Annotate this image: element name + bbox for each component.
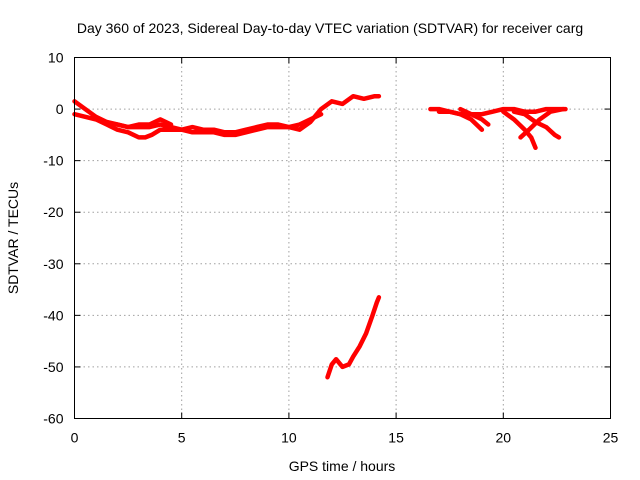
- x-tick-label: 0: [71, 430, 79, 446]
- data-series: [72, 93, 568, 380]
- series-line-trace-7: [458, 106, 491, 127]
- y-tick-label: -60: [43, 411, 63, 427]
- x-tick-label: 25: [603, 430, 619, 446]
- x-tick-labels: 0 5 10 15 20 25: [71, 430, 619, 446]
- y-tick-label: -40: [43, 307, 63, 323]
- x-tick-label: 20: [496, 430, 512, 446]
- y-tick-label: -20: [43, 204, 63, 220]
- y-tick-labels: 10 0 -10 -20 -30 -40 -50 -60: [43, 50, 63, 427]
- y-tick-label: -50: [43, 359, 63, 375]
- y-tick-label: 0: [56, 101, 64, 117]
- series-line-trace-8: [501, 109, 538, 151]
- series-line-trace-3: [115, 117, 174, 130]
- y-axis-label: SDTVAR / TECUs: [5, 182, 21, 294]
- x-tick-label: 5: [178, 430, 186, 446]
- chart-title: Day 360 of 2023, Sidereal Day-to-day VTE…: [77, 20, 583, 36]
- x-tick-label: 10: [281, 430, 297, 446]
- series-line-trace-10: [518, 106, 566, 140]
- x-axis-label: GPS time / hours: [289, 458, 396, 474]
- y-tick-label: -30: [43, 256, 63, 272]
- plot-frame: [74, 57, 611, 419]
- series-line-trace-9: [511, 109, 562, 140]
- series-line-trace-4: [325, 295, 382, 380]
- x-tick-label: 15: [388, 430, 404, 446]
- series-line-trace-6: [436, 109, 485, 132]
- y-tick-label: 10: [48, 50, 64, 66]
- y-tick-label: -10: [43, 153, 63, 169]
- series-line-trace-2: [72, 111, 324, 140]
